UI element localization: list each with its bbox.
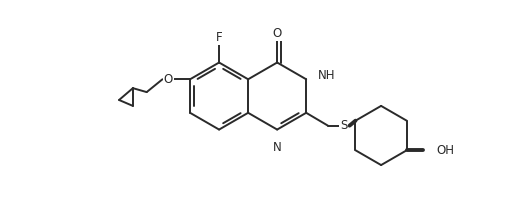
Text: S: S: [340, 119, 347, 132]
Text: NH: NH: [318, 69, 336, 82]
Text: O: O: [164, 73, 173, 86]
Text: F: F: [216, 31, 223, 44]
Text: OH: OH: [436, 144, 454, 157]
Text: O: O: [272, 28, 282, 40]
Text: N: N: [273, 141, 282, 154]
